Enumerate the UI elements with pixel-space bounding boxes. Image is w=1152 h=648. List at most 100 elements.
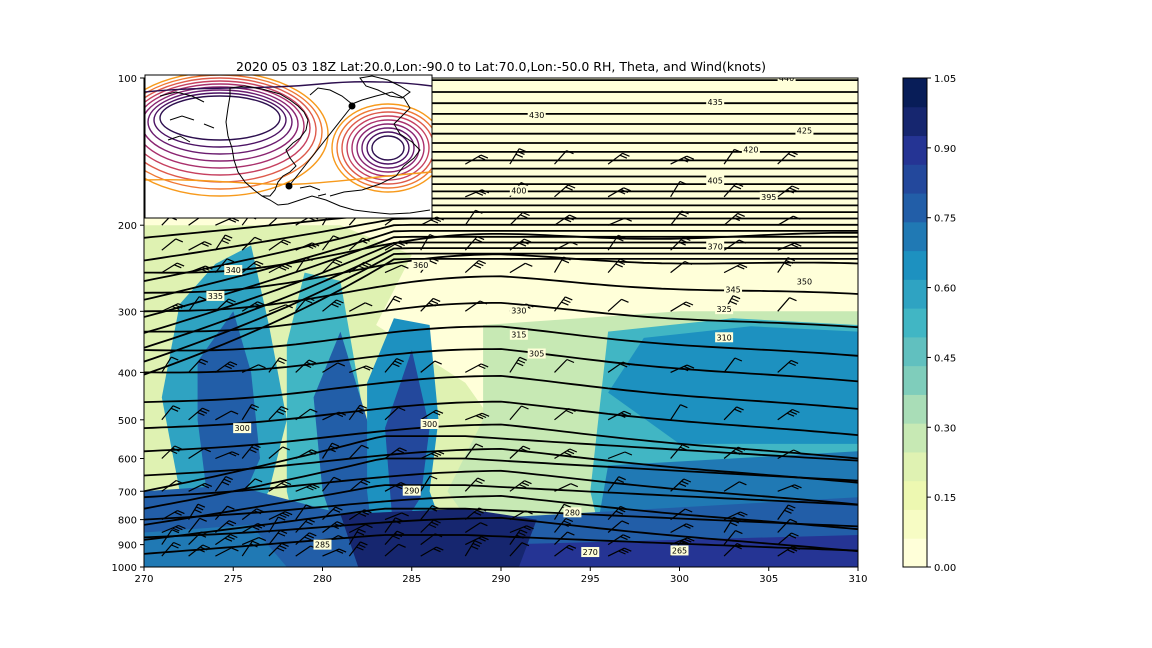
wind-barb-staff	[268, 304, 286, 312]
inset-contour	[356, 123, 420, 173]
wind-barb	[322, 259, 343, 274]
wind-barb-flag	[305, 256, 313, 262]
theta-contour	[144, 223, 858, 282]
wind-barb	[188, 296, 207, 312]
theta-label: 395	[761, 193, 776, 202]
wind-barb	[420, 475, 438, 492]
wind-barb-flag	[433, 548, 441, 553]
wind-barb-flag	[681, 539, 689, 544]
wind-barb-flag	[565, 409, 574, 415]
wind-barb	[777, 185, 800, 198]
inset-contour	[159, 95, 281, 141]
theta-label: 310	[716, 333, 731, 342]
wind-barb	[554, 517, 574, 533]
wind-barb	[670, 260, 693, 274]
wind-barb-flag	[521, 482, 530, 487]
theta-label-bg	[509, 185, 528, 196]
wind-barb	[215, 547, 239, 557]
wind-barb-staff	[777, 297, 790, 312]
wind-barb	[215, 451, 240, 460]
wind-barb-staff	[188, 517, 201, 533]
wind-barb-flag	[787, 549, 795, 554]
wind-barb	[670, 236, 691, 251]
wind-barb-flag	[364, 302, 373, 307]
wind-barb-flag	[231, 451, 240, 456]
wind-barb-flag	[620, 505, 628, 510]
wind-barb-flag	[789, 187, 797, 192]
wind-barb	[161, 238, 184, 251]
wind-barb-flag	[517, 359, 526, 364]
wind-barb	[215, 520, 237, 533]
wind-barb-flag	[280, 241, 289, 246]
theta-contour	[144, 400, 858, 436]
wind-barb-flag	[623, 187, 631, 192]
wind-barb-staff	[554, 531, 568, 546]
wind-barb-flag	[360, 541, 368, 546]
wind-barb	[161, 479, 184, 492]
wind-barb	[161, 529, 180, 545]
wind-barb-flag	[400, 240, 408, 245]
wind-barb-staff	[349, 302, 366, 312]
wind-barb	[464, 507, 487, 521]
wind-barb	[554, 531, 575, 546]
wind-barb-flag	[566, 358, 575, 364]
wind-barb-flag	[732, 295, 741, 300]
colorbar-tick-label: 0.15	[934, 493, 956, 504]
wind-barb	[723, 357, 743, 373]
wind-barb-flag	[276, 410, 285, 415]
wind-barb	[295, 359, 317, 373]
wind-barb-flag	[565, 517, 574, 523]
wind-barb-flag	[277, 359, 285, 365]
colorbar-band	[903, 480, 927, 510]
wind-barb-flag	[200, 358, 209, 363]
wind-barb-staff	[420, 234, 431, 251]
wind-barb-flag	[308, 359, 317, 364]
wind-barb	[241, 540, 260, 557]
theta-label-bg	[411, 259, 430, 270]
wind-barb-flag	[306, 361, 314, 366]
wind-barb-flag	[732, 217, 741, 222]
colorbar-band	[903, 423, 927, 453]
wind-barb-flag	[225, 300, 234, 305]
wind-barb-flag	[791, 243, 799, 248]
wind-barb-flag	[522, 211, 530, 217]
wind-barb	[348, 479, 371, 492]
colorbar-bands	[903, 78, 927, 568]
wind-barb-flag	[480, 522, 488, 527]
wind-barb-flag	[518, 483, 527, 489]
wind-barb-flag	[791, 185, 800, 190]
wind-barb-flag	[678, 241, 686, 246]
wind-barb-flag	[793, 215, 801, 220]
wind-barb-flag	[519, 356, 527, 361]
wind-barb-flag	[335, 549, 344, 554]
wind-barb	[554, 150, 574, 165]
wind-barb	[464, 522, 488, 534]
wind-barb-flag	[568, 544, 577, 549]
wind-barb-flag	[516, 534, 524, 539]
wind-barb-flag	[171, 305, 180, 310]
wind-barb-flag	[331, 303, 339, 308]
colorbar-band	[903, 394, 927, 424]
wind-barb-flag	[174, 304, 183, 309]
rh-region-core-low	[340, 508, 537, 567]
wind-barb-flag	[400, 482, 408, 487]
wind-barb	[607, 361, 631, 373]
inset-map-contours	[145, 75, 432, 197]
wind-barb-flag	[734, 148, 742, 153]
wind-barb-flag	[394, 360, 402, 365]
wind-barb-flag	[305, 520, 313, 526]
wind-barb-flag	[738, 239, 747, 244]
wind-barb	[420, 360, 442, 373]
wind-barb-flag	[618, 550, 626, 555]
wind-barb	[188, 358, 209, 373]
wind-barb-flag	[198, 296, 207, 301]
colorbar-band	[903, 164, 927, 194]
wind-barb-flag	[360, 481, 368, 486]
wind-barb-flag	[357, 407, 366, 412]
wind-barb-flag	[228, 520, 237, 525]
wind-barb	[384, 543, 406, 557]
wind-barb-staff	[215, 410, 232, 421]
theta-contour	[144, 241, 858, 334]
wind-barb-flag	[479, 300, 488, 305]
wind-barb-flag	[175, 526, 183, 531]
